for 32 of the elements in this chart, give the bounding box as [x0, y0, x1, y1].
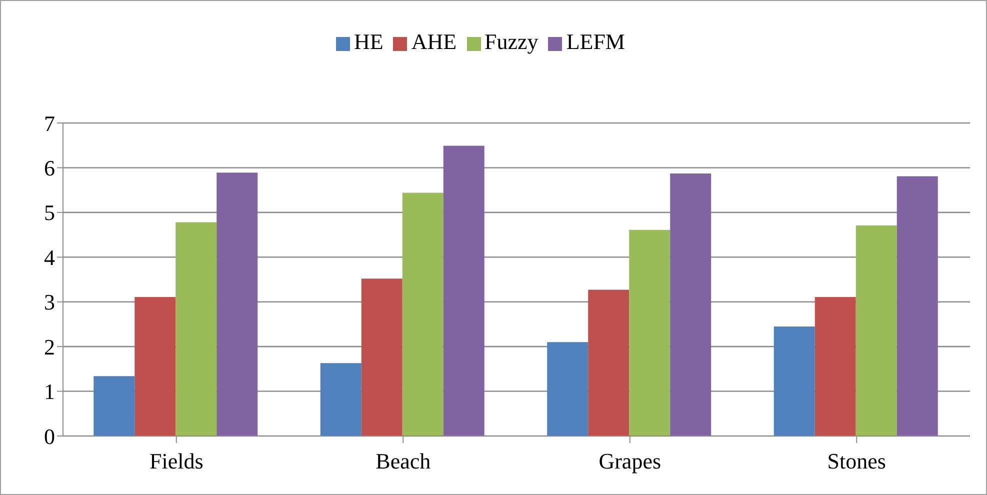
bar — [134, 296, 176, 436]
x-tick-label: Grapes — [598, 448, 662, 474]
bar — [94, 376, 135, 436]
y-tick-label: 5 — [44, 200, 55, 226]
legend-label: AHE — [411, 29, 457, 54]
bar — [814, 296, 856, 436]
y-tick-label: 0 — [44, 424, 55, 449]
y-tick-label: 2 — [44, 334, 55, 360]
legend-label: HE — [354, 29, 384, 54]
bar — [856, 225, 897, 436]
x-tick-label: Stones — [827, 448, 886, 474]
x-tick-label: Beach — [376, 448, 431, 474]
bar — [216, 172, 258, 436]
y-tick-label: 6 — [44, 156, 55, 181]
bar — [443, 146, 484, 436]
bar — [402, 192, 444, 436]
x-tick-label: Fields — [149, 448, 204, 474]
y-tick-label: 7 — [44, 110, 55, 136]
y-tick-label: 3 — [44, 290, 55, 315]
legend-label: Fuzzy — [484, 29, 538, 54]
bar — [176, 222, 217, 436]
bar — [588, 290, 630, 436]
bar — [896, 176, 938, 436]
bar — [547, 342, 588, 436]
y-tick-label: 1 — [44, 379, 55, 404]
bar — [320, 363, 362, 436]
bar — [774, 326, 815, 436]
bar — [629, 230, 670, 436]
y-tick-label: 4 — [44, 244, 55, 270]
bar — [361, 278, 402, 436]
legend-label: LEFM — [566, 29, 625, 54]
bar — [670, 174, 712, 436]
